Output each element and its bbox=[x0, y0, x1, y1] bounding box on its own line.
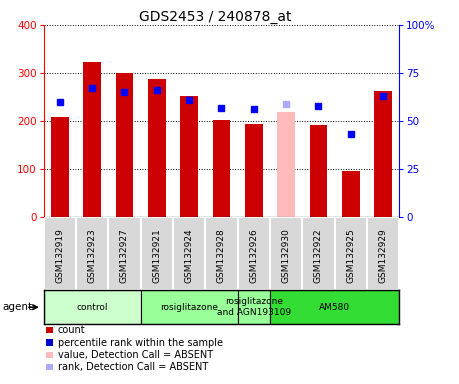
Bar bbox=[270, 217, 302, 290]
Bar bbox=[116, 73, 134, 217]
Bar bbox=[83, 63, 101, 217]
Bar bbox=[342, 171, 360, 217]
Bar bbox=[180, 96, 198, 217]
Bar bbox=[270, 290, 399, 324]
Text: GSM132921: GSM132921 bbox=[152, 228, 161, 283]
Bar bbox=[302, 217, 335, 290]
Text: agent: agent bbox=[2, 302, 33, 312]
Text: rosiglitazone
and AGN193109: rosiglitazone and AGN193109 bbox=[217, 298, 291, 317]
Bar bbox=[44, 290, 140, 324]
Text: AM580: AM580 bbox=[319, 303, 350, 312]
Text: GSM132922: GSM132922 bbox=[314, 228, 323, 283]
Bar bbox=[140, 217, 173, 290]
Bar bbox=[76, 217, 108, 290]
Text: GSM132930: GSM132930 bbox=[282, 228, 291, 283]
Bar bbox=[367, 217, 399, 290]
Text: count: count bbox=[58, 325, 85, 335]
Bar bbox=[44, 217, 76, 290]
Text: rosiglitazone: rosiglitazone bbox=[160, 303, 218, 312]
Bar bbox=[108, 217, 140, 290]
Text: control: control bbox=[76, 303, 108, 312]
Text: GSM132927: GSM132927 bbox=[120, 228, 129, 283]
Bar bbox=[335, 217, 367, 290]
Bar bbox=[148, 79, 166, 217]
Bar bbox=[238, 217, 270, 290]
Text: value, Detection Call = ABSENT: value, Detection Call = ABSENT bbox=[58, 350, 213, 360]
Text: GDS2453 / 240878_at: GDS2453 / 240878_at bbox=[140, 10, 292, 23]
Bar bbox=[309, 125, 327, 217]
Bar bbox=[374, 91, 392, 217]
Bar bbox=[213, 120, 230, 217]
Text: GSM132919: GSM132919 bbox=[55, 228, 64, 283]
Text: rank, Detection Call = ABSENT: rank, Detection Call = ABSENT bbox=[58, 362, 208, 372]
Bar bbox=[245, 124, 263, 217]
Bar bbox=[140, 290, 238, 324]
Text: GSM132925: GSM132925 bbox=[347, 228, 355, 283]
Text: GSM132928: GSM132928 bbox=[217, 228, 226, 283]
Text: GSM132929: GSM132929 bbox=[379, 228, 388, 283]
Text: percentile rank within the sample: percentile rank within the sample bbox=[58, 338, 223, 348]
Text: GSM132926: GSM132926 bbox=[249, 228, 258, 283]
Bar bbox=[51, 117, 69, 217]
Text: GSM132924: GSM132924 bbox=[185, 228, 194, 283]
Bar bbox=[173, 217, 205, 290]
Bar bbox=[277, 112, 295, 217]
Text: GSM132923: GSM132923 bbox=[88, 228, 96, 283]
Bar bbox=[205, 217, 238, 290]
Bar bbox=[238, 290, 270, 324]
